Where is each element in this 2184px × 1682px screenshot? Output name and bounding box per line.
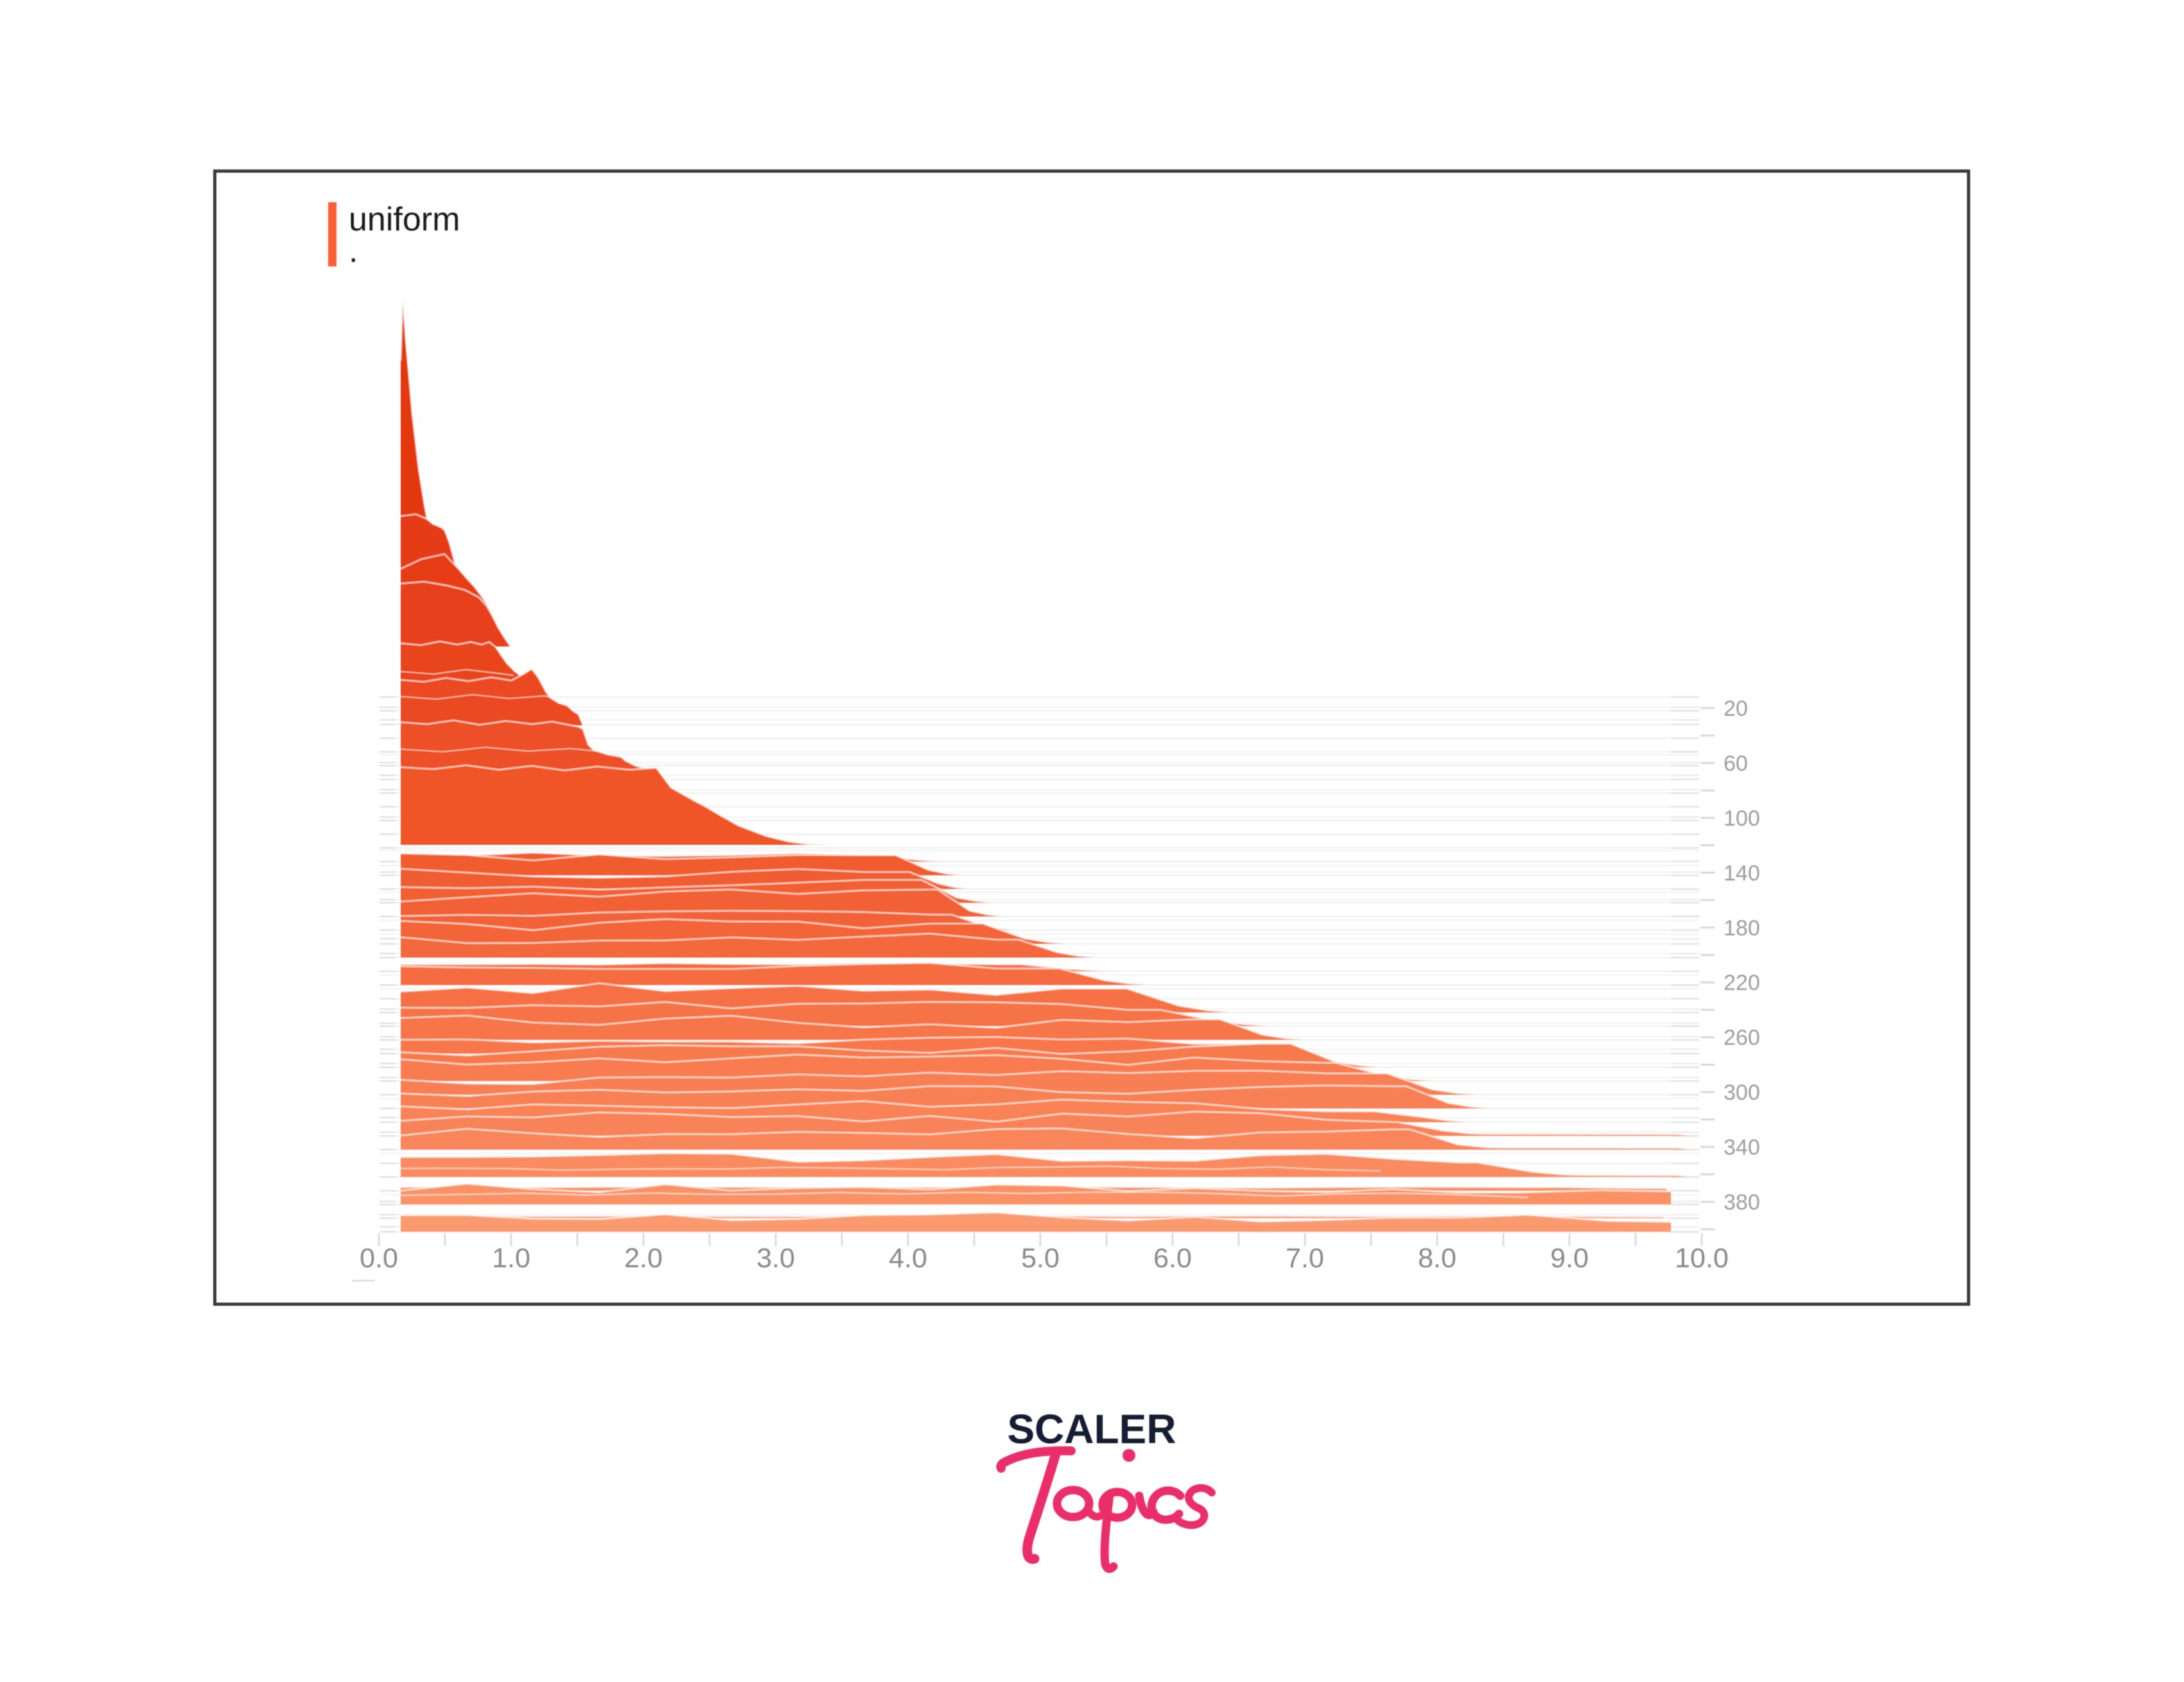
svg-text:20: 20 (1724, 697, 1748, 721)
svg-text:340: 340 (1724, 1136, 1760, 1160)
svg-text:140: 140 (1724, 861, 1760, 885)
svg-text:380: 380 (1724, 1190, 1760, 1215)
svg-text:60: 60 (1724, 752, 1748, 776)
svg-text:260: 260 (1724, 1026, 1760, 1050)
svg-text:SCALER: SCALER (1007, 1406, 1176, 1452)
svg-text:6.0: 6.0 (1153, 1243, 1192, 1274)
svg-text:2.0: 2.0 (624, 1243, 663, 1274)
svg-text:9.0: 9.0 (1550, 1243, 1589, 1274)
svg-text:uniform: uniform (349, 201, 460, 238)
svg-text:5.0: 5.0 (1021, 1243, 1060, 1274)
svg-text:.: . (349, 232, 358, 270)
svg-text:4.0: 4.0 (889, 1243, 927, 1274)
svg-text:300: 300 (1724, 1080, 1760, 1105)
svg-text:100: 100 (1724, 806, 1760, 831)
svg-text:180: 180 (1724, 916, 1760, 941)
svg-text:7.0: 7.0 (1286, 1243, 1324, 1274)
svg-text:3.0: 3.0 (756, 1243, 795, 1274)
svg-text:8.0: 8.0 (1418, 1243, 1456, 1274)
svg-text:0.0: 0.0 (360, 1243, 398, 1274)
svg-text:10.0: 10.0 (1675, 1243, 1729, 1274)
svg-text:220: 220 (1724, 971, 1760, 995)
svg-text:1.0: 1.0 (492, 1243, 530, 1274)
